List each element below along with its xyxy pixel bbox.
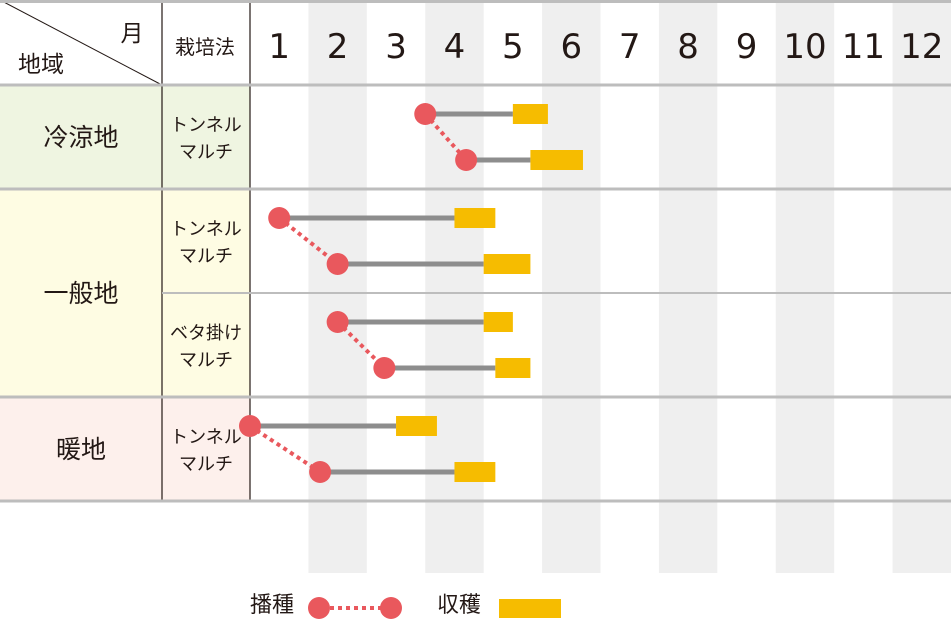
month-tick-label: 6	[560, 27, 582, 67]
sowing-start-point	[239, 415, 261, 437]
method-label: マルチ	[179, 350, 233, 371]
region-label: 暖地	[56, 435, 106, 464]
sowing-end-point	[455, 149, 478, 171]
sowing-end-point	[373, 357, 396, 379]
sowing-connector	[248, 424, 322, 474]
schedule-bars	[239, 103, 583, 483]
sowing-end-point	[309, 461, 332, 483]
month-tick-label: 3	[385, 27, 407, 67]
method-label: ベタ掛け	[170, 323, 242, 344]
month-column-shade	[658, 0, 718, 573]
month-tick-label: 4	[444, 27, 466, 67]
sowing-start-point	[414, 103, 437, 125]
legend-sowing-symbol	[308, 597, 402, 619]
month-tick-label: 11	[842, 27, 885, 67]
legend-sowing-label: 播種	[250, 593, 295, 618]
harvest-bar	[454, 208, 496, 228]
region-background	[0, 397, 250, 501]
region-axis-label: 地域	[18, 52, 64, 78]
region-label: 冷涼地	[43, 123, 118, 152]
harvest-bar	[495, 358, 531, 378]
month-tick-label: 8	[677, 27, 699, 67]
chart-grid	[0, 0, 951, 503]
chart-legend: 播種 収穫	[0, 588, 951, 628]
sowing-end-point	[326, 253, 349, 275]
month-column-shade	[775, 0, 835, 573]
month-tick-label: 9	[736, 27, 758, 67]
chart-header: 月 地域 栽培法 1 2 3 4 5 6 7 8 9 10 11 12	[18, 21, 943, 78]
chart-background	[0, 0, 951, 573]
harvest-bar	[483, 312, 513, 332]
harvest-bar	[396, 416, 437, 436]
month-column-shade	[892, 0, 951, 573]
harvest-bar	[512, 104, 548, 124]
header-diagonal	[0, 0, 163, 86]
method-label: マルチ	[179, 142, 233, 163]
method-label: マルチ	[179, 454, 233, 475]
method-label: マルチ	[179, 246, 233, 267]
harvest-bar	[454, 462, 496, 482]
month-column-shade	[542, 0, 601, 573]
month-axis-label: 月	[121, 21, 144, 47]
month-tick-label: 2	[327, 27, 349, 67]
method-column-label: 栽培法	[175, 35, 235, 59]
cultivation-calendar-chart: 月 地域 栽培法 1 2 3 4 5 6 7 8 9 10 11 12 冷涼地 トンネルマルチ一般地トン…	[0, 0, 951, 573]
sowing-start-point	[326, 311, 349, 333]
method-label: トンネル	[170, 219, 242, 240]
month-tick-label: 10	[783, 27, 826, 67]
method-label: トンネル	[170, 115, 242, 136]
region-background	[0, 85, 250, 189]
month-tick-label: 7	[619, 27, 641, 67]
region-label: 一般地	[43, 279, 118, 308]
month-tick-label: 12	[900, 27, 943, 67]
legend-harvest-symbol	[499, 599, 561, 618]
legend-harvest-label: 収穫	[437, 593, 482, 618]
method-label: トンネル	[170, 427, 242, 448]
month-tick-label: 5	[502, 27, 524, 67]
harvest-bar	[530, 150, 583, 170]
harvest-bar	[483, 254, 531, 274]
month-tick-label: 1	[268, 27, 290, 67]
sowing-start-point	[268, 207, 291, 229]
